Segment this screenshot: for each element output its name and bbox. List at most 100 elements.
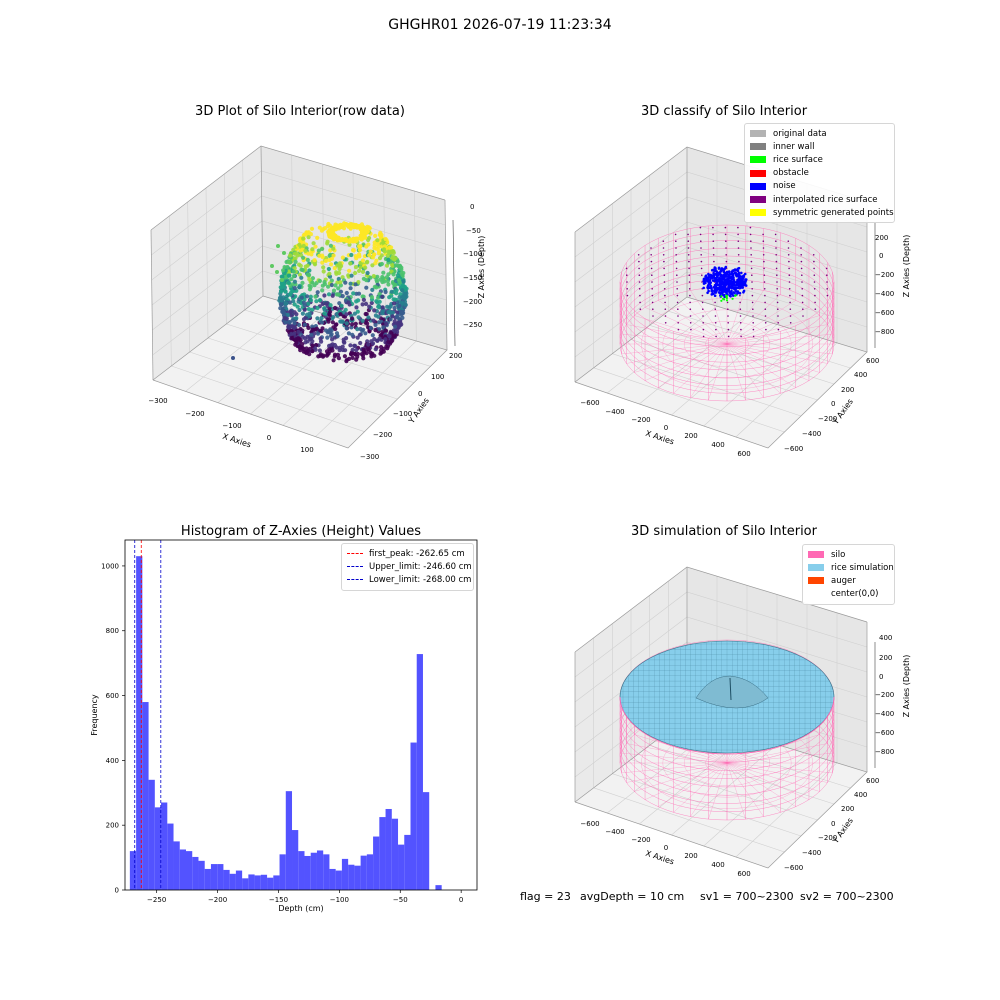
silo-spoke	[726, 343, 828, 364]
scatter-point	[374, 258, 379, 263]
noise-point	[724, 265, 728, 269]
scatter-point	[391, 301, 397, 306]
noise-point	[707, 282, 711, 286]
noise-point	[736, 283, 740, 287]
noise-point	[732, 294, 735, 297]
legend-label: inner wall	[773, 141, 815, 152]
scatter-point	[366, 242, 371, 247]
interpolated-point	[801, 281, 803, 283]
scatter-point	[396, 278, 401, 283]
histogram-bar	[416, 654, 423, 890]
interpolated-point	[688, 288, 691, 290]
interpolated-point	[651, 294, 654, 297]
scatter-point	[380, 274, 385, 280]
scatter-point	[288, 292, 293, 297]
scatter-point	[394, 291, 399, 296]
histogram-bar	[354, 865, 361, 890]
scatter-point	[353, 265, 359, 270]
p4-y-tick: −400	[802, 849, 821, 857]
scatter-point	[336, 292, 341, 297]
legend-label: rice simulation	[831, 562, 894, 573]
noise-point	[717, 267, 721, 270]
scatter-point	[327, 271, 332, 276]
panel2-title: 3D classify of Silo Interior	[640, 104, 808, 119]
scatter-point	[289, 324, 294, 329]
scatter-point	[354, 256, 359, 261]
scatter-point	[368, 249, 373, 254]
p1-y-tick: 0	[418, 390, 422, 398]
silo-spoke	[726, 307, 810, 345]
p4-x-tick: 200	[684, 852, 697, 860]
p2-x-tick: −400	[605, 408, 624, 416]
scatter-point	[400, 315, 405, 320]
p2-x-tick: 200	[684, 432, 697, 440]
p2-z-tick: −200	[875, 271, 894, 279]
interpolated-point	[763, 281, 766, 283]
interpolated-point	[664, 301, 666, 304]
p4-z-tick: −400	[875, 710, 894, 718]
histogram-bar	[285, 791, 293, 890]
scatter-point	[363, 228, 368, 233]
scatter-point	[374, 285, 379, 290]
interpolated-point	[763, 260, 765, 263]
scatter-point	[374, 278, 379, 283]
interpolated-point	[712, 240, 715, 242]
scatter-point	[344, 357, 349, 362]
interpolated-point	[650, 260, 653, 263]
scatter-point	[379, 345, 384, 350]
noise-point	[733, 280, 736, 284]
scatter-point	[350, 355, 355, 360]
silo-spoke	[658, 343, 728, 388]
interpolated-point	[712, 233, 714, 236]
scatter-point	[382, 279, 387, 284]
scatter-point	[365, 321, 370, 326]
noise-point	[724, 273, 727, 277]
interpolated-point	[675, 247, 677, 249]
x-tick-label: −150	[269, 896, 288, 904]
silo-spoke	[626, 743, 728, 764]
p2-z-tick: 0	[879, 252, 883, 260]
noise-point	[742, 280, 746, 284]
scatter-point	[308, 232, 313, 237]
y-tick-label: 400	[106, 757, 119, 765]
interpolated-point	[638, 288, 641, 290]
noise-point	[742, 283, 746, 287]
scatter-point	[342, 354, 347, 359]
scatter-point	[355, 327, 360, 332]
p2-y-tick: 400	[854, 371, 867, 379]
legend-label: center(0,0)	[831, 589, 879, 600]
silo-spoke	[708, 762, 728, 820]
scatter-point	[347, 268, 352, 273]
scatter-point	[358, 265, 363, 270]
scatter-point	[369, 339, 374, 344]
scatter-point	[384, 275, 390, 280]
scatter-point	[292, 321, 297, 326]
interpolated-point	[737, 254, 740, 256]
interpolated-point	[664, 315, 667, 317]
scatter-point	[383, 337, 388, 342]
p4-y-tick: 0	[831, 820, 835, 828]
histogram-bar	[223, 869, 230, 890]
scatter-point	[279, 298, 284, 303]
interpolated-point	[738, 260, 740, 263]
scatter-point	[357, 332, 362, 337]
interpolated-point	[765, 328, 767, 331]
scatter-point	[343, 280, 348, 285]
scatter-point	[285, 313, 290, 318]
interpolated-point	[750, 267, 753, 270]
interpolated-point	[752, 328, 755, 331]
interpolated-point	[675, 267, 678, 270]
panel1-scatter-points	[231, 221, 409, 364]
scatter-point	[315, 305, 320, 311]
scatter-point	[330, 293, 335, 298]
noise-point	[706, 280, 710, 283]
legend-swatch	[750, 196, 766, 204]
scatter-point	[321, 269, 326, 274]
scatter-point	[281, 268, 286, 273]
scatter-point	[387, 334, 392, 339]
silo-spoke	[726, 343, 820, 373]
interpolated-point	[701, 294, 704, 297]
noise-point	[704, 281, 707, 285]
panel1-z-ticks: 0 −50 −100 −150 −200 −250	[463, 203, 482, 329]
p2-x-tick: 0	[664, 424, 668, 432]
